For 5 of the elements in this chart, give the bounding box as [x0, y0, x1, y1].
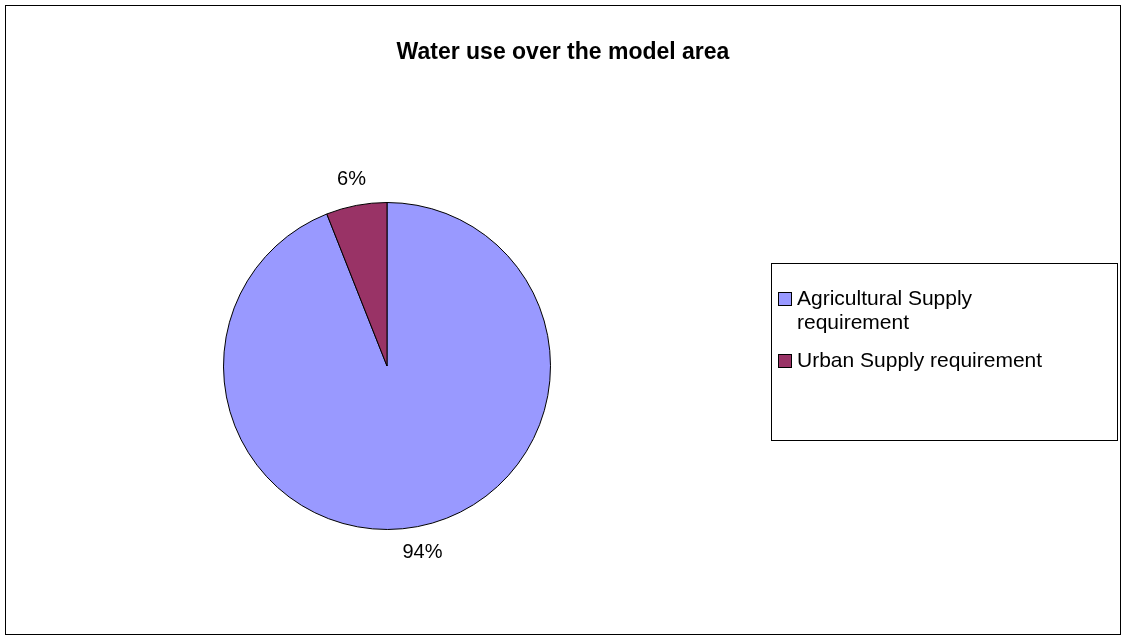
chart-title: Water use over the model area — [395, 38, 731, 65]
legend-label: Urban Supply requirement — [797, 348, 1043, 372]
data-label: 6% — [337, 167, 367, 190]
data-label: 94% — [402, 539, 443, 562]
legend-label: Agricultural Supply requirement — [797, 286, 974, 334]
